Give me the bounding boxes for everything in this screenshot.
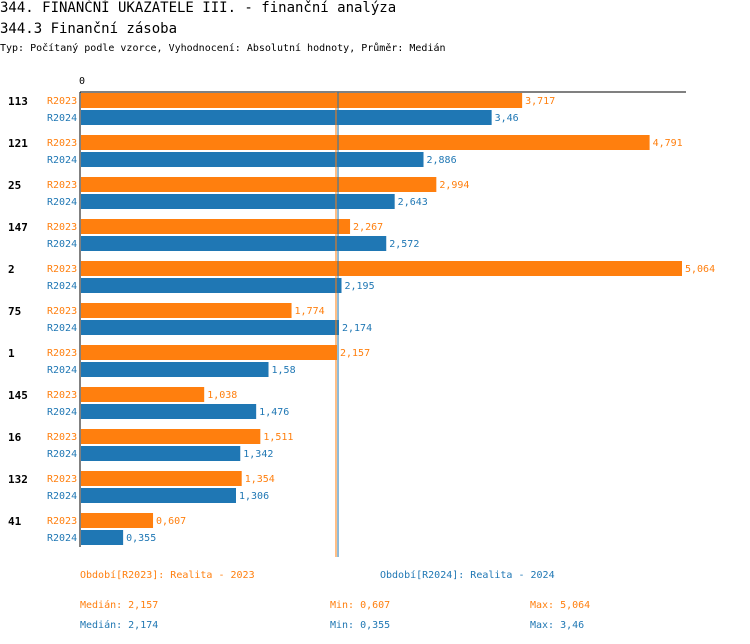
category-label: 25 xyxy=(8,179,21,192)
bar xyxy=(81,303,292,318)
series-label: R2023 xyxy=(47,348,77,359)
series-label: R2023 xyxy=(47,180,77,191)
bar xyxy=(81,278,342,293)
max-2024: Max: 3,46 xyxy=(530,620,585,631)
bar xyxy=(81,261,682,276)
period-label-2023: Období[R2023]: Realita - 2023 xyxy=(80,570,255,581)
category-label: 1 xyxy=(8,347,15,360)
value-label: 3,46 xyxy=(495,113,519,124)
bar xyxy=(81,236,387,251)
value-label: 2,643 xyxy=(398,197,428,208)
series-label: R2023 xyxy=(47,306,77,317)
bar xyxy=(81,152,424,167)
value-label: 1,774 xyxy=(295,306,325,317)
bar xyxy=(81,345,337,360)
axis-origin-label: 0 xyxy=(79,76,85,87)
value-label: 0,355 xyxy=(126,533,156,544)
type-description: Typ: Počítaný podle vzorce, Vyhodnocení:… xyxy=(0,43,446,54)
series-label: R2023 xyxy=(47,264,77,275)
min-2023: Min: 0,607 xyxy=(330,600,391,611)
bar xyxy=(81,530,124,545)
bar xyxy=(81,362,269,377)
median-2023: Medián: 2,157 xyxy=(80,600,159,611)
bar xyxy=(81,194,395,209)
series-label: R2024 xyxy=(47,491,77,502)
value-label: 1,038 xyxy=(207,390,237,401)
bar xyxy=(81,177,437,192)
value-label: 1,306 xyxy=(239,491,269,502)
series-label: R2024 xyxy=(47,323,77,334)
bar xyxy=(81,110,492,125)
category-label: 113 xyxy=(8,95,28,108)
series-label: R2024 xyxy=(47,533,77,544)
period-label-2024: Období[R2024]: Realita - 2024 xyxy=(380,570,555,581)
bar xyxy=(81,446,241,461)
value-label: 2,174 xyxy=(342,323,372,334)
bar xyxy=(81,429,261,444)
bar-chart: 0 113 R2023 3,717 R2024 3,46 121 R2023 4,791 R202… xyxy=(8,76,715,557)
category-label: 121 xyxy=(8,137,28,150)
value-label: 5,064 xyxy=(685,264,715,275)
value-label: 3,717 xyxy=(525,96,555,107)
category-label: 147 xyxy=(8,221,28,234)
series-label: R2024 xyxy=(47,113,77,124)
series-label: R2024 xyxy=(47,239,77,250)
series-label: R2024 xyxy=(47,197,77,208)
series-label: R2023 xyxy=(47,432,77,443)
category-label: 16 xyxy=(8,431,22,444)
value-label: 2,886 xyxy=(427,155,457,166)
value-label: 2,572 xyxy=(389,239,419,250)
value-label: 2,994 xyxy=(439,180,469,191)
min-2024: Min: 0,355 xyxy=(330,620,391,631)
bar xyxy=(81,488,236,503)
value-label: 1,342 xyxy=(243,449,273,460)
value-label: 1,354 xyxy=(245,474,275,485)
value-label: 0,607 xyxy=(156,516,186,527)
category-label: 145 xyxy=(8,389,28,402)
median-2024: Medián: 2,174 xyxy=(80,620,159,631)
series-label: R2023 xyxy=(47,222,77,233)
bar xyxy=(81,471,242,486)
max-2023: Max: 5,064 xyxy=(530,600,591,611)
bar xyxy=(81,404,257,419)
series-label: R2023 xyxy=(47,390,77,401)
value-label: 2,267 xyxy=(353,222,383,233)
category-label: 41 xyxy=(8,515,22,528)
series-label: R2024 xyxy=(47,407,77,418)
series-label: R2024 xyxy=(47,155,77,166)
category-label: 2 xyxy=(8,263,15,276)
series-label: R2024 xyxy=(47,449,77,460)
value-label: 4,791 xyxy=(653,138,683,149)
value-label: 1,476 xyxy=(259,407,289,418)
bar xyxy=(81,320,340,335)
value-label: 1,511 xyxy=(263,432,293,443)
value-label: 2,157 xyxy=(340,348,370,359)
bar xyxy=(81,387,205,402)
chart-subtitle: 344.3 Finanční zásoba xyxy=(0,21,178,37)
series-label: R2024 xyxy=(47,365,77,376)
series-label: R2024 xyxy=(47,281,77,292)
bar xyxy=(81,219,351,234)
series-label: R2023 xyxy=(47,474,77,485)
bar xyxy=(81,513,154,528)
series-label: R2023 xyxy=(47,96,77,107)
series-label: R2023 xyxy=(47,516,77,527)
value-label: 2,195 xyxy=(345,281,375,292)
category-label: 75 xyxy=(8,305,21,318)
series-label: R2023 xyxy=(47,138,77,149)
bar xyxy=(81,135,650,150)
page-title: 344. FINANČNÍ UKAZATELE III. - finanční … xyxy=(0,0,397,16)
bar xyxy=(81,93,523,108)
category-label: 132 xyxy=(8,473,28,486)
value-label: 1,58 xyxy=(272,365,296,376)
